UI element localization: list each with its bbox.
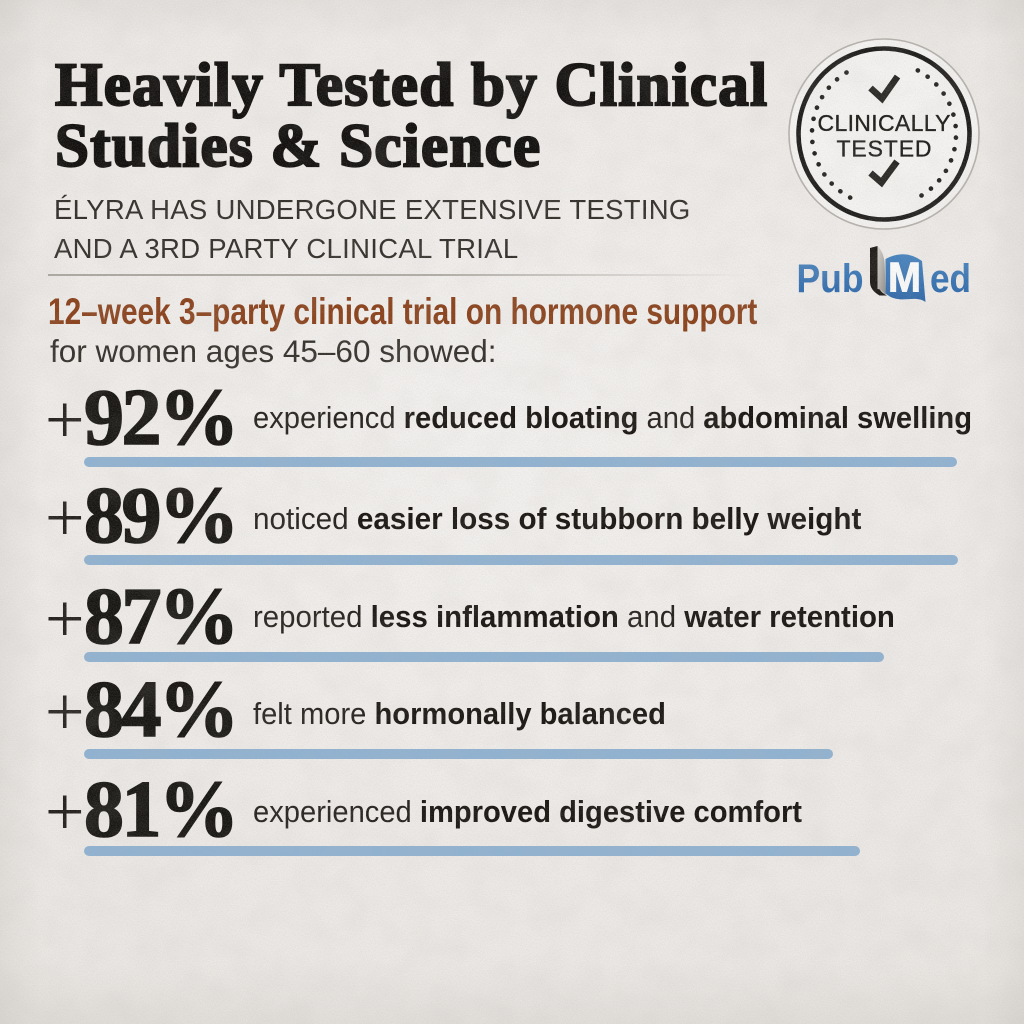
svg-text:ed: ed xyxy=(930,257,971,301)
svg-text:M: M xyxy=(888,254,921,301)
svg-text:TESTED: TESTED xyxy=(837,136,932,162)
svg-text:Pub: Pub xyxy=(797,257,864,301)
svg-text:CLINICALLY: CLINICALLY xyxy=(818,110,951,136)
